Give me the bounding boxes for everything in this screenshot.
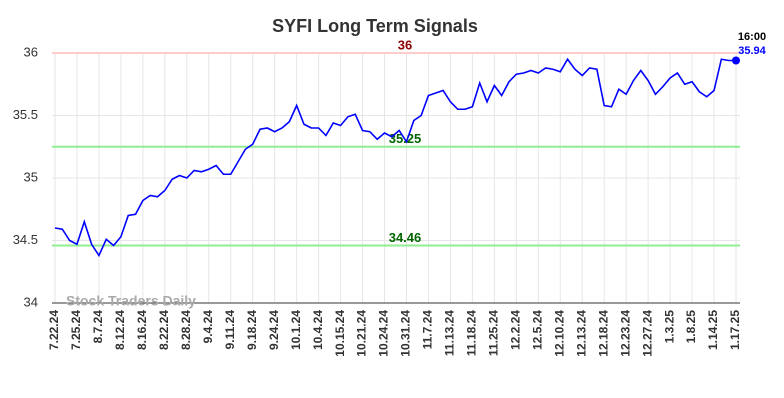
x-tick-label: 9.4.24 [201, 310, 215, 344]
x-tick-label: 10.1.24 [289, 310, 303, 350]
x-tick-label: 12.18.24 [596, 310, 610, 357]
x-tick-label: 10.15.24 [333, 310, 347, 357]
x-tick-label: 9.24.24 [267, 310, 281, 350]
y-tick-label: 34 [24, 294, 38, 309]
last-time: 16:00 [738, 31, 766, 43]
x-tick-label: 11.18.24 [465, 310, 479, 356]
x-tick-label: 1.3.25 [662, 310, 676, 344]
watermark: Stock Traders Daily [66, 293, 196, 309]
x-tick-label: 8.7.24 [91, 310, 105, 344]
last-point [732, 56, 740, 65]
reference-label: 36 [398, 37, 412, 52]
x-tick-label: 10.24.24 [377, 310, 391, 357]
y-tick-label: 34.5 [13, 232, 38, 247]
x-tick-label: 9.11.24 [223, 310, 237, 350]
reference-label: 34.46 [389, 230, 422, 245]
x-tick-label: 8.28.24 [179, 310, 193, 350]
x-tick-label: 12.5.24 [530, 310, 544, 350]
chart-title: SYFI Long Term Signals [272, 16, 478, 36]
y-tick-label: 35.5 [13, 107, 38, 122]
x-tick-label: 8.22.24 [157, 310, 171, 350]
y-tick-label: 35 [24, 169, 38, 184]
x-tick-label: 1.8.25 [684, 310, 698, 344]
x-tick-label: 12.10.24 [552, 310, 566, 357]
x-tick-label: 12.23.24 [618, 310, 632, 357]
last-value: 35.94 [738, 45, 766, 57]
price-line [54, 57, 736, 258]
x-tick-label: 1.17.25 [728, 310, 742, 350]
x-tick-label: 8.16.24 [135, 310, 149, 350]
x-tick-label: 10.21.24 [355, 310, 369, 357]
x-tick-label: 10.4.24 [311, 310, 325, 350]
x-tick-label: 12.27.24 [640, 310, 654, 357]
x-tick-label: 11.25.24 [487, 310, 501, 356]
x-tick-label: 7.22.24 [47, 310, 61, 350]
x-tick-label: 9.18.24 [245, 310, 259, 350]
x-tick-label: 11.7.24 [421, 310, 435, 350]
x-tick-label: 1.14.25 [706, 310, 720, 350]
x-tick-label: 11.13.24 [443, 310, 457, 356]
x-tick-label: 12.13.24 [574, 310, 588, 357]
x-tick-label: 12.2.24 [508, 310, 522, 350]
x-tick-label: 10.31.24 [399, 310, 413, 357]
x-tick-label: 7.25.24 [69, 310, 83, 350]
x-tick-label: 8.12.24 [113, 310, 127, 350]
y-tick-label: 36 [24, 44, 38, 59]
